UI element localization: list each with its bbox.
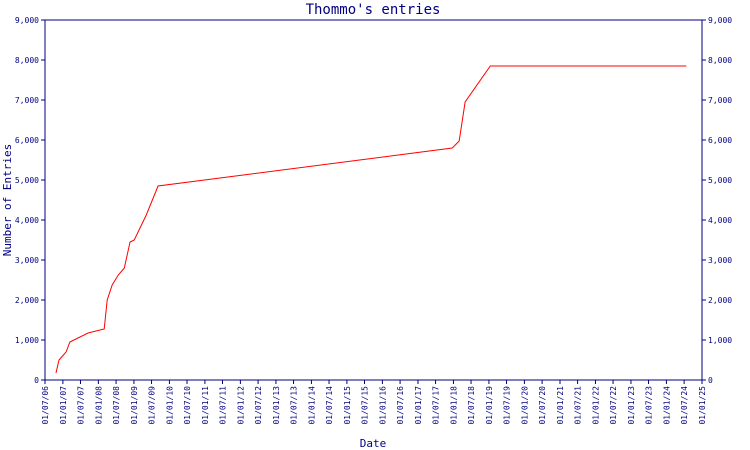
- y-axis-label: Number of Entries: [1, 144, 14, 257]
- x-tick-label: 01/01/17: [414, 386, 423, 425]
- x-tick-label: 01/01/19: [485, 386, 494, 425]
- y-tick-label: 8,000: [15, 56, 39, 65]
- x-tick-label: 01/01/18: [449, 386, 458, 425]
- x-tick-label: 01/07/24: [680, 386, 689, 425]
- y2-tick-label: 8,000: [708, 56, 732, 65]
- x-tick-label: 01/07/18: [467, 386, 476, 425]
- y-tick-label: 2,000: [15, 296, 39, 305]
- x-tick-label: 01/07/11: [218, 386, 227, 425]
- plot-frame: [44, 19, 703, 381]
- x-tick-label: 01/07/22: [609, 386, 618, 425]
- x-tick-label: 01/01/10: [165, 386, 174, 425]
- x-tick-label: 01/07/10: [183, 386, 192, 425]
- y2-tick-label: 1,000: [708, 336, 732, 345]
- y-tick-label: 3,000: [15, 256, 39, 265]
- x-tick-label: 01/07/20: [538, 386, 547, 425]
- y2-tick-label: 9,000: [708, 16, 732, 25]
- y-tick-label: 1,000: [15, 336, 39, 345]
- x-tick-label: 01/01/07: [59, 386, 68, 425]
- x-tick-label: 01/01/20: [520, 386, 529, 425]
- y-tick-label: 4,000: [15, 216, 39, 225]
- y-tick-label: 5,000: [15, 176, 39, 185]
- x-tick-label: 01/01/23: [627, 386, 636, 425]
- x-tick-label: 01/07/14: [325, 386, 334, 425]
- x-tick-label: 01/01/24: [662, 386, 671, 425]
- x-tick-label: 01/07/06: [41, 386, 50, 425]
- y2-tick-label: 4,000: [708, 216, 732, 225]
- x-tick-label: 01/07/16: [396, 386, 405, 425]
- y-tick-label: 9,000: [15, 16, 39, 25]
- x-tick-label: 01/07/12: [254, 386, 263, 425]
- x-tick-label: 01/07/08: [112, 386, 121, 425]
- chart-title: Thommo's entries: [306, 2, 441, 18]
- x-tick-label: 01/07/19: [503, 386, 512, 425]
- x-tick-label: 01/07/13: [290, 386, 299, 425]
- x-axis-label: Date: [360, 437, 387, 450]
- x-tick-label: 01/07/17: [432, 386, 441, 425]
- y2-tick-label: 0: [708, 376, 713, 385]
- y-tick-label: 0: [34, 376, 39, 385]
- y2-tick-label: 5,000: [708, 176, 732, 185]
- x-tick-label: 01/01/12: [236, 386, 245, 425]
- x-tick-label: 01/01/15: [343, 386, 352, 425]
- x-tick-label: 01/01/22: [591, 386, 600, 425]
- y2-tick-label: 7,000: [708, 96, 732, 105]
- x-tick-label: 01/01/09: [130, 386, 139, 425]
- x-tick-label: 01/01/16: [378, 386, 387, 425]
- x-tick-label: 01/07/23: [645, 386, 654, 425]
- x-tick-label: 01/07/09: [148, 386, 157, 425]
- y2-tick-label: 6,000: [708, 136, 732, 145]
- x-tick-label: 01/01/14: [307, 386, 316, 425]
- x-tick-label: 01/01/08: [94, 386, 103, 425]
- series-line: [55, 65, 687, 374]
- y-tick-label: 6,000: [15, 136, 39, 145]
- x-tick-label: 01/07/21: [574, 386, 583, 425]
- x-tick-label: 01/01/21: [556, 386, 565, 425]
- y-tick-label: 7,000: [15, 96, 39, 105]
- x-tick-label: 01/01/13: [272, 386, 281, 425]
- x-tick-label: 01/07/07: [76, 386, 85, 425]
- y2-tick-label: 2,000: [708, 296, 732, 305]
- y2-tick-label: 3,000: [708, 256, 732, 265]
- x-tick-label: 01/07/15: [361, 386, 370, 425]
- x-tick-label: 01/01/11: [201, 386, 210, 425]
- x-tick-label: 01/01/25: [698, 386, 707, 425]
